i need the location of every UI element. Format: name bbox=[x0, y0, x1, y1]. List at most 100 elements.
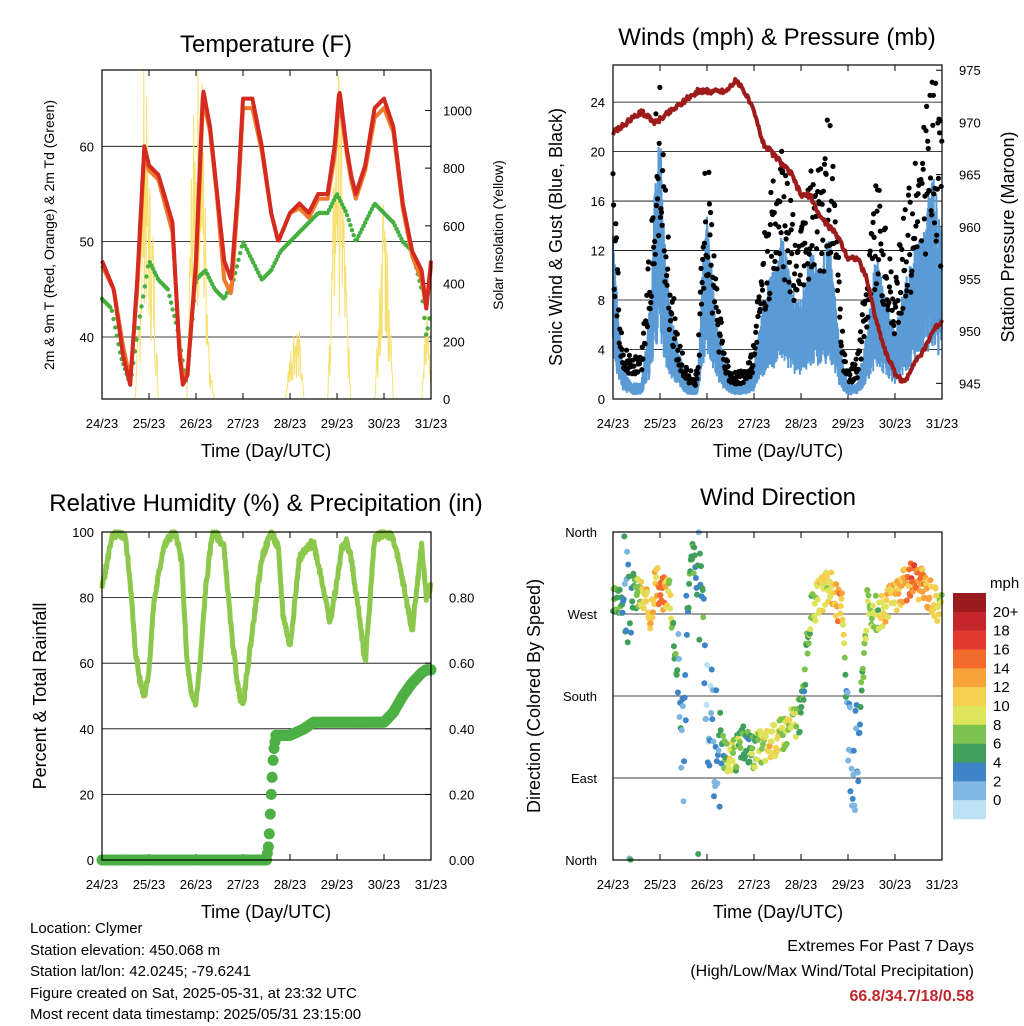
gust-point bbox=[763, 303, 769, 309]
gust-point bbox=[757, 306, 763, 312]
y-tick-label: 60 bbox=[80, 139, 94, 154]
direction-point bbox=[742, 753, 748, 760]
gust-point bbox=[855, 366, 861, 372]
direction-point bbox=[860, 674, 867, 681]
gust-point bbox=[927, 175, 934, 181]
direction-point bbox=[839, 590, 845, 597]
dewpoint-point bbox=[109, 308, 115, 313]
gust-point bbox=[814, 229, 820, 235]
gust-point bbox=[920, 166, 926, 172]
gust-point bbox=[785, 248, 791, 254]
x-tick-label: 24/23 bbox=[86, 877, 119, 892]
direction-point bbox=[713, 758, 720, 765]
gust-point bbox=[759, 282, 765, 288]
direction-point bbox=[678, 727, 685, 734]
x-tick-label: 27/23 bbox=[738, 877, 771, 892]
x-tick-label: 27/23 bbox=[227, 877, 260, 892]
direction-point bbox=[893, 607, 900, 614]
gust-point bbox=[675, 356, 682, 363]
gust-point bbox=[859, 339, 865, 345]
gust-point bbox=[858, 329, 864, 335]
gust-point bbox=[679, 362, 685, 368]
gust-point bbox=[768, 189, 774, 196]
direction-point bbox=[811, 613, 818, 620]
direction-point bbox=[681, 694, 688, 701]
direction-point bbox=[885, 614, 892, 620]
direction-point bbox=[710, 738, 717, 745]
x-tick-label: 24/23 bbox=[86, 416, 119, 431]
direction-point bbox=[938, 598, 945, 605]
direction-point bbox=[714, 780, 721, 787]
gust-point bbox=[877, 203, 883, 209]
gust-point bbox=[904, 288, 910, 294]
direction-xlabel: Time (Day/UTC) bbox=[713, 902, 843, 922]
direction-point bbox=[857, 704, 864, 710]
x-tick-label: 31/23 bbox=[926, 416, 959, 431]
direction-point bbox=[643, 598, 650, 605]
gust-point bbox=[912, 235, 918, 242]
direction-point bbox=[814, 596, 821, 603]
gust-point bbox=[786, 259, 793, 265]
gust-point bbox=[664, 272, 670, 279]
direction-point bbox=[700, 614, 707, 621]
humidity-panel: Relative Humidity (%) & Precipitation (i… bbox=[30, 490, 483, 922]
gust-point bbox=[772, 258, 778, 264]
gust-point bbox=[925, 138, 931, 144]
y2-tick-label: 200 bbox=[443, 334, 465, 349]
legend-swatch bbox=[953, 611, 986, 631]
gust-point bbox=[922, 251, 929, 257]
direction-point bbox=[620, 596, 627, 603]
direction-point bbox=[801, 688, 808, 695]
plot-border bbox=[612, 531, 943, 861]
dewpoint-point bbox=[369, 207, 374, 212]
gust-point bbox=[805, 261, 811, 267]
gust-point bbox=[799, 224, 805, 230]
gust-point bbox=[938, 183, 944, 190]
y-tick-label: 0 bbox=[87, 853, 94, 868]
dewpoint-point bbox=[140, 294, 146, 299]
dewpoint-point bbox=[257, 273, 263, 279]
dewpoint-point bbox=[366, 213, 371, 219]
gust-point bbox=[861, 333, 867, 340]
dewpoint-point bbox=[356, 233, 361, 239]
y-tick-label: 100 bbox=[72, 525, 94, 540]
gust-point bbox=[706, 201, 713, 207]
gust-point bbox=[648, 300, 654, 306]
x-tick-label: 26/23 bbox=[691, 416, 724, 431]
gust-point bbox=[767, 290, 773, 296]
pressure-line bbox=[611, 77, 944, 384]
x-tick-label: 25/23 bbox=[133, 877, 166, 892]
direction-point bbox=[685, 604, 692, 611]
direction-point bbox=[837, 603, 844, 609]
dewpoint-point bbox=[152, 270, 157, 275]
plot-border bbox=[101, 531, 432, 861]
gust-point bbox=[640, 356, 646, 362]
direction-point bbox=[875, 607, 882, 614]
gust-point bbox=[705, 254, 711, 260]
gust-point bbox=[873, 183, 879, 189]
legend-swatch bbox=[953, 630, 986, 650]
direction-point bbox=[649, 614, 656, 621]
dewpoint-point bbox=[238, 250, 243, 256]
direction-point bbox=[783, 740, 790, 747]
x-tick-label: 30/23 bbox=[368, 877, 401, 892]
dewpoint-point bbox=[252, 263, 258, 269]
gust-point bbox=[770, 178, 776, 184]
dewpoint-point bbox=[165, 287, 170, 292]
direction-title: Wind Direction bbox=[700, 484, 856, 511]
dewpoint-point bbox=[367, 210, 373, 215]
gust-point bbox=[836, 254, 842, 260]
y-tick-label: 80 bbox=[80, 591, 94, 606]
direction-point bbox=[716, 803, 723, 810]
y2-tick-label: 965 bbox=[959, 168, 981, 183]
x-tick-label: 26/23 bbox=[180, 877, 213, 892]
y-tick-label: 50 bbox=[80, 235, 94, 250]
direction-point bbox=[758, 745, 765, 752]
gust-point bbox=[907, 199, 913, 205]
gust-point bbox=[707, 232, 713, 238]
y2-tick-label: 600 bbox=[443, 219, 465, 234]
direction-point bbox=[621, 580, 628, 587]
gust-point bbox=[752, 345, 758, 351]
direction-point bbox=[692, 575, 699, 581]
gust-point bbox=[636, 361, 643, 367]
